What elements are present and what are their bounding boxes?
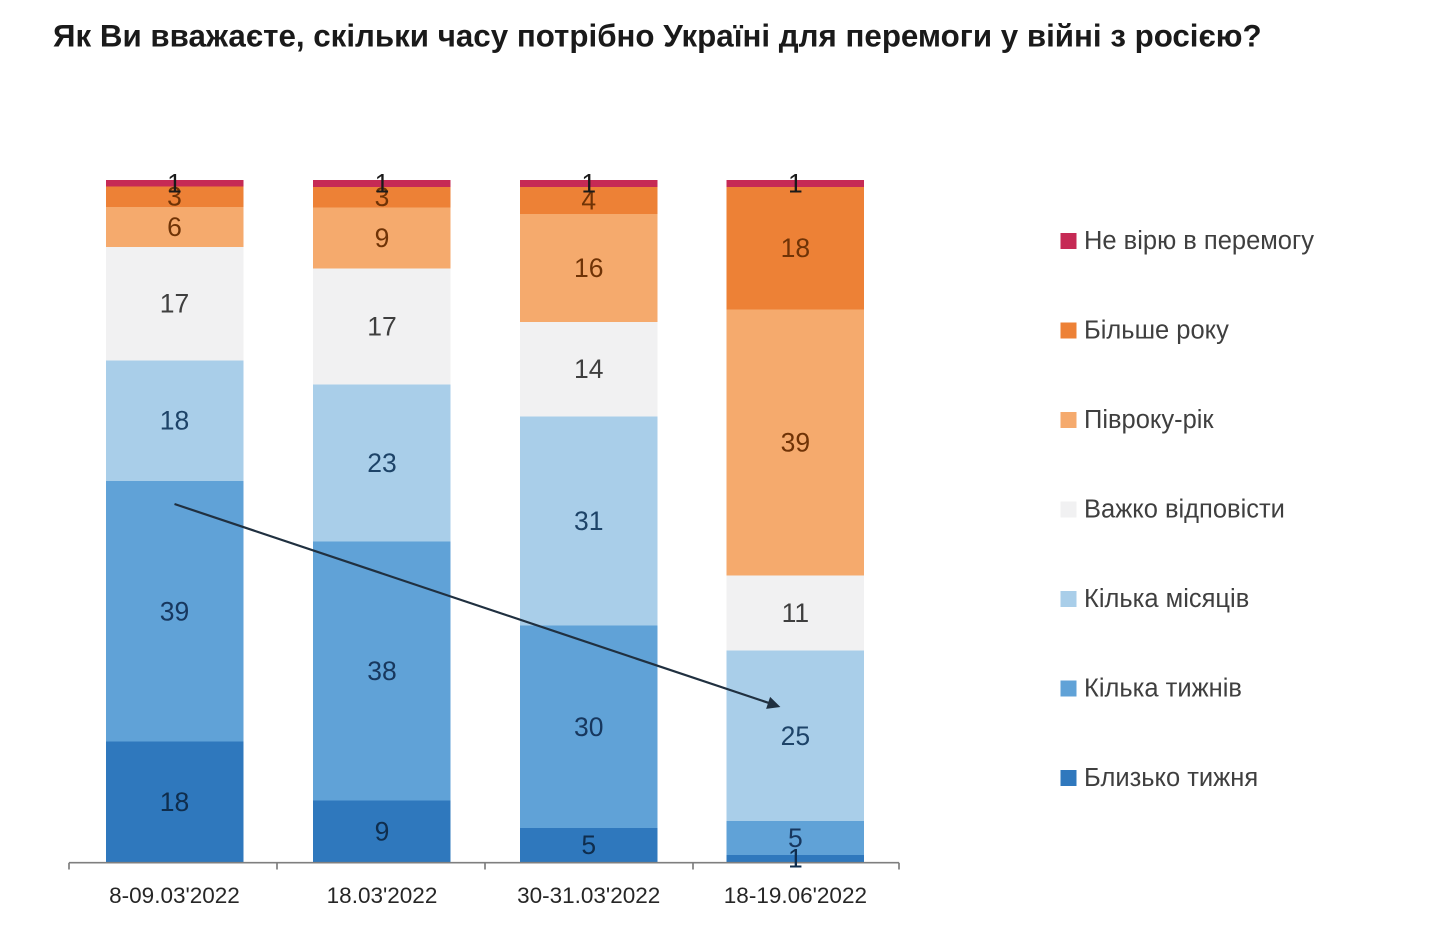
svg-text:Як Ви вважаєте, скільки часу п: Як Ви вважаєте, скільки часу потрібно Ук…	[53, 18, 1262, 53]
svg-text:30-31.03'2022: 30-31.03'2022	[517, 883, 660, 908]
svg-text:9: 9	[375, 816, 390, 846]
svg-text:9: 9	[375, 223, 390, 253]
svg-text:Півроку-рік: Півроку-рік	[1084, 406, 1214, 434]
svg-text:18: 18	[160, 787, 189, 817]
svg-text:5: 5	[788, 823, 803, 853]
svg-text:23: 23	[367, 448, 396, 478]
svg-text:17: 17	[160, 289, 189, 319]
svg-text:Близько тижня: Близько тижня	[1084, 764, 1258, 792]
svg-text:18.03'2022: 18.03'2022	[327, 883, 438, 908]
svg-text:Кілька тижнів: Кілька тижнів	[1084, 675, 1242, 703]
svg-text:4: 4	[581, 185, 596, 215]
svg-text:8-09.03'2022: 8-09.03'2022	[109, 883, 240, 908]
svg-text:17: 17	[367, 312, 396, 342]
svg-text:1: 1	[167, 168, 182, 198]
svg-text:Не вірю в перемогу: Не вірю в перемогу	[1084, 227, 1314, 255]
svg-text:1: 1	[788, 168, 803, 198]
svg-text:31: 31	[574, 506, 603, 536]
svg-text:25: 25	[781, 721, 810, 751]
svg-text:1: 1	[375, 168, 390, 198]
svg-text:39: 39	[781, 428, 810, 458]
svg-text:30: 30	[574, 712, 603, 742]
svg-text:5: 5	[581, 830, 596, 860]
svg-text:3: 3	[375, 182, 390, 212]
svg-text:18: 18	[781, 233, 810, 263]
svg-text:Більше року: Більше року	[1084, 317, 1229, 345]
svg-text:Важко відповісти: Важко відповісти	[1084, 496, 1285, 524]
svg-text:1: 1	[788, 844, 803, 874]
svg-text:Кілька місяців: Кілька місяців	[1084, 585, 1249, 613]
svg-text:1: 1	[581, 168, 596, 198]
svg-text:14: 14	[574, 354, 603, 384]
svg-text:6: 6	[167, 212, 182, 242]
svg-text:38: 38	[367, 656, 396, 686]
svg-text:18: 18	[160, 406, 189, 436]
svg-text:3: 3	[167, 182, 182, 212]
svg-text:16: 16	[574, 253, 603, 283]
svg-text:18-19.06'2022: 18-19.06'2022	[724, 883, 867, 908]
svg-text:39: 39	[160, 596, 189, 626]
svg-text:11: 11	[782, 598, 810, 628]
